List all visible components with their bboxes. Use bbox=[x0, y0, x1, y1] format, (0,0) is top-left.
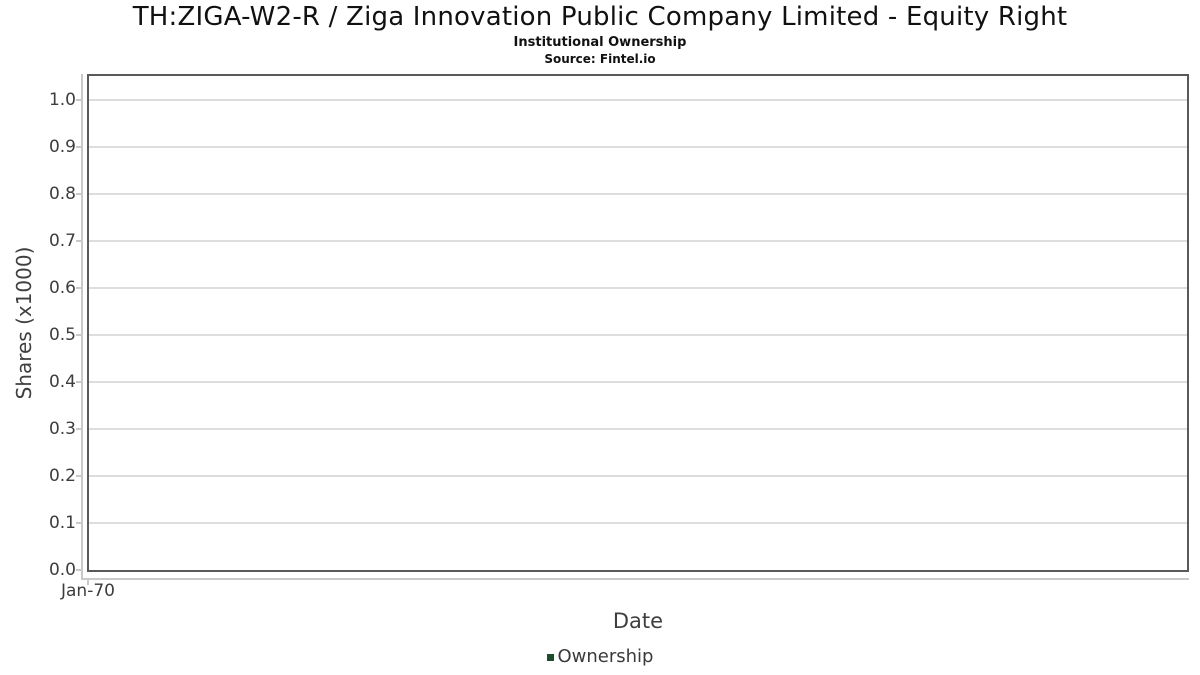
y-axis-tick bbox=[76, 286, 82, 289]
y-tick-label: 0.3 bbox=[48, 418, 76, 439]
chart-subtitle: Institutional Ownership bbox=[513, 35, 687, 50]
y-axis-tick bbox=[76, 380, 82, 383]
y-tick-label: 0.8 bbox=[48, 183, 76, 204]
y-axis-tick bbox=[76, 569, 82, 571]
y-tick-label: 0.5 bbox=[48, 324, 76, 345]
y-tick-label: 0.7 bbox=[48, 230, 76, 251]
y-axis-line bbox=[81, 74, 83, 580]
chart-plot-area bbox=[87, 74, 1189, 572]
gridline bbox=[89, 381, 1187, 383]
y-axis-tick bbox=[76, 98, 82, 101]
gridline bbox=[89, 522, 1187, 524]
y-axis-tick bbox=[76, 239, 82, 242]
y-axis-tick bbox=[76, 521, 82, 524]
gridline bbox=[89, 287, 1187, 289]
y-axis-title: Shares (x1000) bbox=[12, 246, 36, 400]
x-axis-title: Date bbox=[612, 609, 664, 633]
y-tick-label: 0.4 bbox=[48, 371, 76, 392]
legend: Ownership bbox=[0, 646, 1200, 668]
y-axis-tick bbox=[76, 333, 82, 336]
gridline bbox=[89, 240, 1187, 242]
gridline bbox=[89, 193, 1187, 195]
gridline bbox=[89, 99, 1187, 101]
y-axis-tick bbox=[76, 145, 82, 148]
chart-source-label: Source: Fintel.io bbox=[544, 52, 656, 66]
chart-title: TH:ZIGA-W2-R / Ziga Innovation Public Co… bbox=[132, 2, 1068, 32]
legend-label: Ownership bbox=[557, 646, 654, 667]
y-tick-label: 0.2 bbox=[48, 465, 76, 486]
y-tick-label: 0.0 bbox=[48, 560, 76, 580]
gridline bbox=[89, 475, 1187, 477]
y-axis-tick bbox=[76, 474, 82, 477]
x-tick-label: Jan-70 bbox=[61, 581, 115, 601]
gridline bbox=[89, 146, 1187, 148]
legend-swatch bbox=[546, 653, 554, 661]
legend-item[interactable]: Ownership bbox=[546, 646, 654, 668]
y-axis-tick bbox=[76, 192, 82, 195]
y-axis-tick bbox=[76, 427, 82, 430]
gridline bbox=[89, 428, 1187, 430]
x-axis-line bbox=[81, 578, 1189, 580]
y-tick-label: 1.0 bbox=[48, 89, 76, 110]
y-tick-label: 0.1 bbox=[48, 512, 76, 533]
x-axis-tick bbox=[87, 580, 89, 585]
y-tick-label: 0.6 bbox=[48, 277, 76, 298]
gridline bbox=[89, 334, 1187, 336]
y-tick-label: 0.9 bbox=[48, 136, 76, 157]
